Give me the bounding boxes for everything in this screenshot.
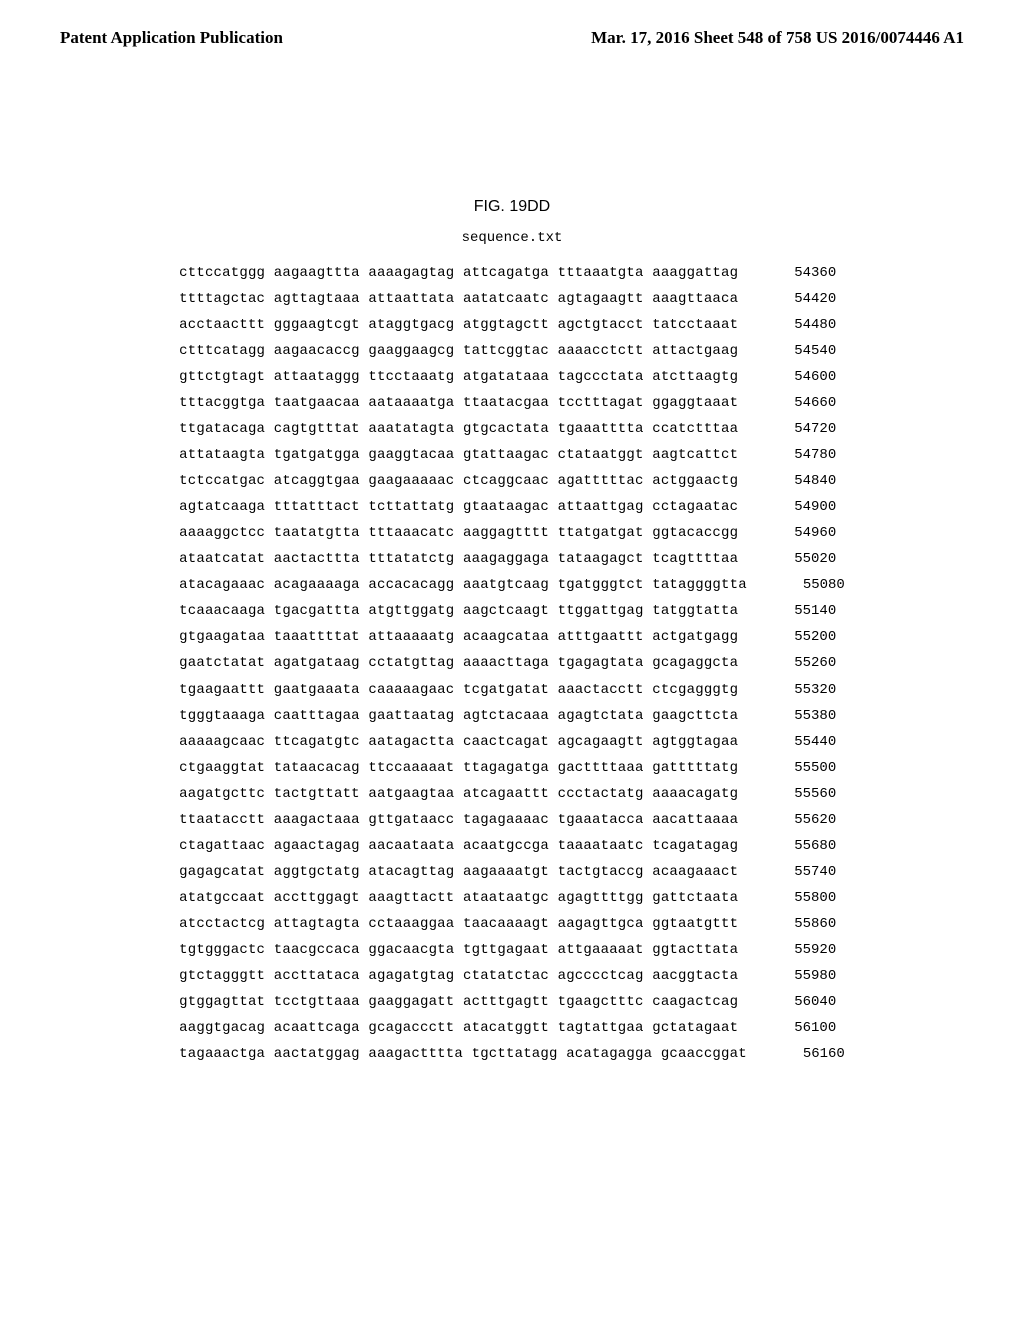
sequence-position: 55380 (776, 703, 836, 729)
sequence-row: gtctagggtt accttataca agagatgtag ctatatc… (179, 963, 845, 989)
sequence-position: 54540 (776, 338, 836, 364)
sequence-position: 54600 (776, 364, 836, 390)
sequence-position: 55440 (776, 729, 836, 755)
sequence-groups: aaggtgacag acaattcaga gcagaccctt atacatg… (179, 1015, 738, 1041)
sequence-position: 55260 (776, 650, 836, 676)
sequence-position: 54480 (776, 312, 836, 338)
sequence-groups: ctgaaggtat tataacacag ttccaaaaat ttagaga… (179, 755, 738, 781)
sequence-groups: tcaaacaaga tgacgattta atgttggatg aagctca… (179, 598, 738, 624)
sequence-groups: gtgaagataa taaattttat attaaaaatg acaagca… (179, 624, 738, 650)
sequence-row: gttctgtagt attaataggg ttcctaaatg atgatat… (179, 364, 845, 390)
sequence-groups: atcctactcg attagtagta cctaaaggaa taacaaa… (179, 911, 738, 937)
sequence-groups: tgaagaattt gaatgaaata caaaaagaac tcgatga… (179, 677, 738, 703)
sequence-position: 54960 (776, 520, 836, 546)
sequence-position: 55140 (776, 598, 836, 624)
sequence-groups: acctaacttt gggaagtcgt ataggtgacg atggtag… (179, 312, 738, 338)
sequence-groups: gtctagggtt accttataca agagatgtag ctatatc… (179, 963, 738, 989)
sequence-row: gtggagttat tcctgttaaa gaaggagatt actttga… (179, 989, 845, 1015)
sequence-row: ataatcatat aactacttta tttatatctg aaagagg… (179, 546, 845, 572)
sequence-groups: gtggagttat tcctgttaaa gaaggagatt actttga… (179, 989, 738, 1015)
sequence-row: tgggtaaaga caatttagaa gaattaatag agtctac… (179, 703, 845, 729)
sequence-position: 54360 (776, 260, 836, 286)
sequence-position: 54720 (776, 416, 836, 442)
sequence-row: tttacggtga taatgaacaa aataaaatga ttaatac… (179, 390, 845, 416)
sequence-row: aaggtgacag acaattcaga gcagaccctt atacatg… (179, 1015, 845, 1041)
sequence-position: 55740 (776, 859, 836, 885)
sequence-row: tctccatgac atcaggtgaa gaagaaaaac ctcaggc… (179, 468, 845, 494)
sequence-row: tagaaactga aactatggag aaagactttta tgctta… (179, 1041, 845, 1067)
sequence-position: 54840 (776, 468, 836, 494)
sequence-row: gaatctatat agatgataag cctatgttag aaaactt… (179, 650, 845, 676)
page-header: Patent Application Publication Mar. 17, … (0, 0, 1024, 48)
sequence-row: attataagta tgatgatgga gaaggtacaa gtattaa… (179, 442, 845, 468)
sequence-row: gagagcatat aggtgctatg atacagttag aagaaaa… (179, 859, 845, 885)
sequence-block: cttccatggg aagaagttta aaaagagtag attcaga… (179, 260, 845, 1067)
sequence-row: ctgaaggtat tataacacag ttccaaaaat ttagaga… (179, 755, 845, 781)
sequence-position: 55620 (776, 807, 836, 833)
sequence-position: 54780 (776, 442, 836, 468)
sequence-row: aaaaggctcc taatatgtta tttaaacatc aaggagt… (179, 520, 845, 546)
sequence-groups: attataagta tgatgatgga gaaggtacaa gtattaa… (179, 442, 738, 468)
sequence-position: 55860 (776, 911, 836, 937)
sequence-groups: ttaatacctt aaagactaaa gttgataacc tagagaa… (179, 807, 738, 833)
sequence-groups: ctttcatagg aagaacaccg gaaggaagcg tattcgg… (179, 338, 738, 364)
figure-label: FIG. 19DD (0, 198, 1024, 216)
sequence-row: tgtgggactc taacgccaca ggacaacgta tgttgag… (179, 937, 845, 963)
sequence-groups: cttccatggg aagaagttta aaaagagtag attcaga… (179, 260, 738, 286)
sequence-groups: ttttagctac agttagtaaa attaattata aatatca… (179, 286, 738, 312)
sequence-position: 56040 (776, 989, 836, 1015)
sequence-groups: atatgccaat accttggagt aaagttactt ataataa… (179, 885, 738, 911)
sequence-groups: atacagaaac acagaaaaga accacacagg aaatgtc… (179, 572, 747, 598)
sequence-row: ttttagctac agttagtaaa attaattata aatatca… (179, 286, 845, 312)
header-left: Patent Application Publication (60, 28, 283, 48)
sequence-row: cttccatggg aagaagttta aaaagagtag attcaga… (179, 260, 845, 286)
sequence-groups: gaatctatat agatgataag cctatgttag aaaactt… (179, 650, 738, 676)
sequence-groups: gagagcatat aggtgctatg atacagttag aagaaaa… (179, 859, 738, 885)
sequence-row: tcaaacaaga tgacgattta atgttggatg aagctca… (179, 598, 845, 624)
sequence-row: ctagattaac agaactagag aacaataata acaatgc… (179, 833, 845, 859)
sequence-groups: ataatcatat aactacttta tttatatctg aaagagg… (179, 546, 738, 572)
sequence-groups: agtatcaaga tttatttact tcttattatg gtaataa… (179, 494, 738, 520)
sequence-position: 55500 (776, 755, 836, 781)
sequence-row: aaaaagcaac ttcagatgtc aatagactta caactca… (179, 729, 845, 755)
sequence-position: 56100 (776, 1015, 836, 1041)
sequence-groups: tagaaactga aactatggag aaagactttta tgctta… (179, 1041, 747, 1067)
sequence-position: 55320 (776, 677, 836, 703)
sequence-groups: aagatgcttc tactgttatt aatgaagtaa atcagaa… (179, 781, 738, 807)
sequence-position: 55020 (776, 546, 836, 572)
sequence-position: 55200 (776, 624, 836, 650)
sequence-position: 55920 (776, 937, 836, 963)
sequence-row: ttaatacctt aaagactaaa gttgataacc tagagaa… (179, 807, 845, 833)
sequence-position: 55800 (776, 885, 836, 911)
sequence-groups: ttgatacaga cagtgtttat aaatatagta gtgcact… (179, 416, 738, 442)
sequence-groups: aaaaggctcc taatatgtta tttaaacatc aaggagt… (179, 520, 738, 546)
sequence-row: atatgccaat accttggagt aaagttactt ataataa… (179, 885, 845, 911)
sequence-position: 55080 (785, 572, 845, 598)
sequence-filename: sequence.txt (0, 230, 1024, 246)
sequence-groups: ctagattaac agaactagag aacaataata acaatgc… (179, 833, 738, 859)
sequence-row: ctttcatagg aagaacaccg gaaggaagcg tattcgg… (179, 338, 845, 364)
sequence-position: 55680 (776, 833, 836, 859)
sequence-row: acctaacttt gggaagtcgt ataggtgacg atggtag… (179, 312, 845, 338)
sequence-position: 54660 (776, 390, 836, 416)
sequence-position: 56160 (785, 1041, 845, 1067)
sequence-position: 55560 (776, 781, 836, 807)
sequence-row: aagatgcttc tactgttatt aatgaagtaa atcagaa… (179, 781, 845, 807)
sequence-position: 55980 (776, 963, 836, 989)
sequence-groups: tgtgggactc taacgccaca ggacaacgta tgttgag… (179, 937, 738, 963)
header-right: Mar. 17, 2016 Sheet 548 of 758 US 2016/0… (591, 28, 964, 48)
sequence-groups: aaaaagcaac ttcagatgtc aatagactta caactca… (179, 729, 738, 755)
sequence-groups: tttacggtga taatgaacaa aataaaatga ttaatac… (179, 390, 738, 416)
sequence-row: atacagaaac acagaaaaga accacacagg aaatgtc… (179, 572, 845, 598)
sequence-row: agtatcaaga tttatttact tcttattatg gtaataa… (179, 494, 845, 520)
sequence-groups: tgggtaaaga caatttagaa gaattaatag agtctac… (179, 703, 738, 729)
sequence-position: 54900 (776, 494, 836, 520)
sequence-groups: gttctgtagt attaataggg ttcctaaatg atgatat… (179, 364, 738, 390)
sequence-groups: tctccatgac atcaggtgaa gaagaaaaac ctcaggc… (179, 468, 738, 494)
sequence-row: ttgatacaga cagtgtttat aaatatagta gtgcact… (179, 416, 845, 442)
sequence-row: gtgaagataa taaattttat attaaaaatg acaagca… (179, 624, 845, 650)
sequence-row: atcctactcg attagtagta cctaaaggaa taacaaa… (179, 911, 845, 937)
sequence-row: tgaagaattt gaatgaaata caaaaagaac tcgatga… (179, 677, 845, 703)
sequence-position: 54420 (776, 286, 836, 312)
